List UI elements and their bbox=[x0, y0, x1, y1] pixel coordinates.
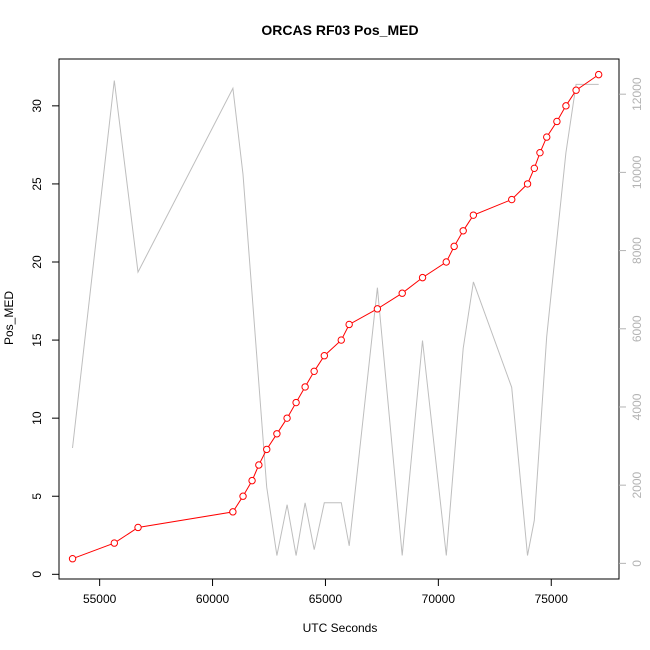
x-tick-label: 55000 bbox=[83, 592, 117, 606]
y2-tick-label: 10000 bbox=[630, 155, 644, 189]
data-point bbox=[459, 227, 467, 235]
y2-tick-label: 0 bbox=[630, 560, 644, 567]
y-tick-label: 30 bbox=[30, 99, 44, 113]
plot-box bbox=[58, 58, 620, 580]
y2-tick-label: 4000 bbox=[630, 393, 644, 420]
y-tick-label: 0 bbox=[30, 571, 44, 578]
data-point bbox=[398, 289, 406, 297]
y-axis-label: Pos_MED bbox=[2, 291, 16, 345]
data-point bbox=[239, 492, 247, 500]
x-tick-label: 70000 bbox=[422, 592, 456, 606]
data-point bbox=[418, 273, 427, 282]
y-tick-label: 20 bbox=[30, 255, 44, 269]
x-tick-label: 75000 bbox=[535, 592, 569, 606]
data-point bbox=[134, 523, 142, 532]
data-point bbox=[543, 133, 551, 141]
data-point bbox=[248, 476, 256, 485]
y-tick-label: 25 bbox=[30, 177, 44, 191]
data-point bbox=[373, 305, 382, 313]
data-point bbox=[283, 414, 291, 422]
series-line bbox=[72, 74, 599, 560]
data-point bbox=[301, 383, 309, 391]
data-point bbox=[530, 164, 539, 173]
data-point bbox=[508, 195, 516, 204]
y-tick-label: 15 bbox=[30, 333, 44, 347]
data-point bbox=[572, 86, 580, 94]
data-point bbox=[255, 461, 263, 469]
data-point bbox=[536, 148, 544, 157]
secondary-y-axis: 0 2000 4000 6000 8000 10000 12000 bbox=[619, 77, 644, 567]
y2-tick-label: 2000 bbox=[630, 471, 644, 498]
y-axis: 0 5 10 15 20 25 30 bbox=[30, 99, 59, 578]
y-tick-label: 10 bbox=[30, 411, 44, 425]
y2-tick-label: 8000 bbox=[630, 237, 644, 264]
data-point bbox=[562, 102, 570, 110]
data-point bbox=[320, 351, 329, 360]
data-point bbox=[345, 320, 353, 329]
data-point bbox=[523, 180, 532, 188]
x-tick-label: 65000 bbox=[309, 592, 343, 606]
chart-title: ORCAS RF03 Pos_MED bbox=[261, 22, 418, 38]
data-point bbox=[450, 242, 458, 251]
series-layer bbox=[68, 70, 603, 563]
y2-tick-label: 12000 bbox=[630, 77, 644, 111]
y-tick-label: 5 bbox=[30, 493, 44, 500]
data-point bbox=[553, 117, 561, 126]
data-point bbox=[292, 398, 300, 407]
data-point bbox=[68, 554, 77, 563]
data-point bbox=[310, 367, 318, 376]
data-point bbox=[337, 336, 345, 344]
data-point bbox=[263, 445, 271, 454]
x-axis-label: UTC Seconds bbox=[303, 621, 378, 635]
x-axis: 55000 60000 65000 70000 75000 bbox=[83, 579, 568, 606]
data-point bbox=[469, 211, 478, 219]
y2-tick-label: 6000 bbox=[630, 315, 644, 342]
data-point bbox=[273, 430, 281, 438]
data-point bbox=[442, 258, 450, 266]
data-point bbox=[229, 508, 237, 516]
data-point bbox=[110, 539, 119, 547]
x-tick-label: 60000 bbox=[196, 592, 230, 606]
data-point bbox=[594, 70, 603, 79]
secondary-series-line bbox=[72, 80, 599, 556]
